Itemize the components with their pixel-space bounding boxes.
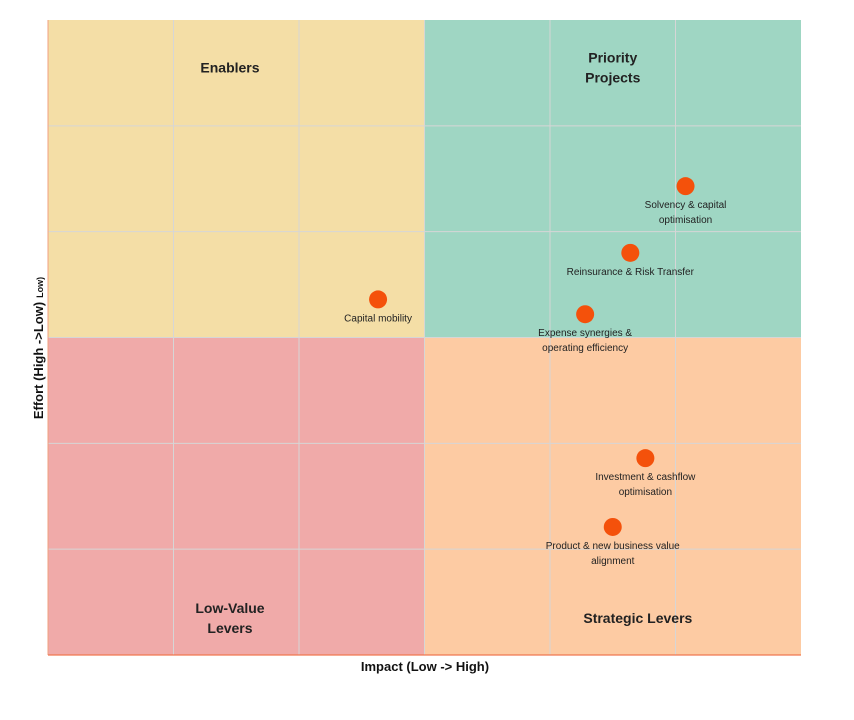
data-point-label: Product & new business value alignment: [546, 541, 680, 567]
data-point-marker: [603, 517, 622, 536]
data-point-marker: [621, 243, 640, 262]
quadrant-label-line: Levers: [207, 620, 252, 636]
data-point-label-line: Product & new business value: [546, 541, 680, 552]
y-axis-title-group: Effort (High ->Low) Low): [31, 277, 46, 419]
data-point-label-line: Investment & cashflow: [595, 472, 696, 483]
axes: [47, 20, 801, 656]
quadrant-label-line: Strategic Levers: [583, 610, 692, 626]
data-point-label: Investment & cashflow optimisation: [595, 472, 696, 498]
quadrant-strategic-levers: [424, 337, 801, 655]
data-point-label-line: optimisation: [659, 215, 712, 226]
quadrant-label: Enablers: [200, 60, 259, 76]
data-point-label-line: Expense synergies &: [538, 328, 632, 339]
data-point-label-line: alignment: [591, 556, 635, 567]
data-point-label: Capital mobility: [344, 313, 412, 324]
quadrant-enablers: [48, 20, 425, 338]
data-point-label: Expense synergies & operating efficiency: [538, 328, 632, 354]
data-point-label-line: Capital mobility: [344, 313, 412, 324]
data-point-label-line: Solvency & capital: [645, 200, 727, 211]
quadrant-label-line: Enablers: [200, 60, 259, 76]
y-axis-title: Effort (High ->Low): [31, 302, 46, 419]
data-point-marker: [676, 177, 695, 196]
quadrant-low-value-levers: [48, 337, 425, 655]
quadrant-label-line: Priority: [588, 50, 637, 66]
data-point-label-line: optimisation: [619, 487, 672, 498]
quadrant-labels: Enablers Priority Projects Low-Value Levers S…: [195, 50, 692, 636]
quadrant-label: Priority Projects: [585, 50, 640, 86]
data-point-label: Reinsurance & Risk Transfer: [567, 267, 695, 278]
quadrant-label-line: Low-Value: [195, 600, 264, 616]
data-points: Solvency & capital optimisation Reinsuranc…: [344, 177, 726, 567]
gridlines: [48, 20, 801, 655]
data-point-label-line: operating efficiency: [542, 343, 628, 354]
x-axis-title: Impact (Low -> High): [361, 659, 489, 674]
data-point-marker: [636, 449, 655, 468]
data-point-label-line: Reinsurance & Risk Transfer: [567, 267, 695, 278]
quadrant-label: Low-Value Levers: [195, 600, 264, 636]
quadrant-label-line: Projects: [585, 70, 640, 86]
svg-text:Effort (High ->Low)Low): Effort (High ->Low) Low): [31, 277, 46, 419]
quadrant-priority-projects: [424, 20, 801, 338]
quadrant-label: Strategic Levers: [583, 610, 692, 626]
y-axis-title-suffix: Low): [35, 277, 45, 298]
data-point-marker: [369, 290, 388, 309]
data-point-label: Solvency & capital optimisation: [645, 200, 727, 226]
data-point-marker: [576, 305, 595, 324]
quadrant-backgrounds: [48, 20, 801, 655]
